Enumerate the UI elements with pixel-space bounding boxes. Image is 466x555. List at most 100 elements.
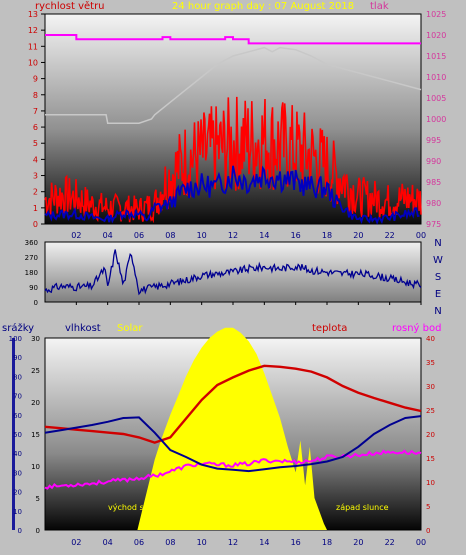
wind-y-tick-label: 13 — [28, 10, 38, 19]
dewpoint-line — [44, 449, 422, 490]
pressure-y-tick-label: 1025 — [426, 10, 446, 19]
compass-label: W — [433, 255, 443, 266]
temperature-x-tick-label: 12 — [228, 538, 238, 547]
direction-y-tick-label: 270 — [25, 254, 38, 262]
direction-y-tick-label: 360 — [25, 239, 38, 247]
humidity-label: vlhkost — [65, 323, 101, 334]
compass-label: N — [434, 306, 441, 317]
humidity-y-tick-label: 10 — [31, 463, 40, 471]
pressure-y-tick-label: 990 — [426, 157, 441, 166]
temperature-label: teplota — [312, 323, 347, 334]
wind-y-tick-label: 12 — [28, 26, 38, 35]
wind-x-tick-label: 10 — [197, 231, 207, 240]
humidity-y-tick-label: 20 — [31, 399, 40, 407]
wind-y-tick-label: 9 — [33, 75, 38, 84]
axis-ticks: 0123456789101112139759809859909951000100… — [9, 10, 447, 547]
temperature-y-tick-label: 5 — [426, 503, 430, 511]
wind-y-tick-label: 11 — [28, 42, 38, 51]
rain-y-tick-label: 60 — [13, 412, 22, 420]
rain-y-tick-label: 20 — [13, 489, 22, 497]
direction-y-tick-label: 90 — [29, 284, 38, 292]
wind-x-tick-label: 14 — [259, 231, 269, 240]
temperature-y-tick-label: 30 — [426, 383, 435, 391]
direction-y-tick-label: 180 — [25, 269, 38, 277]
pressure-y-tick-label: 985 — [426, 178, 441, 187]
pressure-y-tick-label: 980 — [426, 199, 441, 208]
temperature-y-tick-label: 15 — [426, 455, 435, 463]
pressure-y-tick-label: 1010 — [426, 73, 446, 82]
pressure-y-tick-label: 995 — [426, 136, 441, 145]
temperature-x-tick-label: 02 — [71, 538, 81, 547]
rain-y-tick-label: 50 — [13, 431, 22, 439]
compass-label: N — [434, 238, 441, 249]
wind-x-tick-label: 02 — [71, 231, 81, 240]
pressure-y-tick-label: 1020 — [426, 31, 446, 40]
pressure-y-tick-label: 1015 — [426, 52, 446, 61]
compass-label: E — [435, 289, 441, 300]
temperature-x-tick-label: 18 — [322, 538, 332, 547]
sunrise-annotation: východ s — [108, 503, 144, 512]
dewpoint-label: rosný bod — [392, 322, 441, 334]
rain-scale-bar — [12, 338, 15, 530]
wind-x-tick-label: 20 — [353, 231, 363, 240]
wind-y-tick-label: 1 — [33, 204, 38, 213]
humidity-y-tick-label: 30 — [31, 335, 40, 343]
wind-x-tick-label: 16 — [291, 231, 301, 240]
wind-direction-line — [44, 249, 422, 296]
humidity-line — [44, 415, 422, 473]
temperature-x-tick-label: 10 — [197, 538, 207, 547]
wind-x-tick-label: 06 — [134, 231, 144, 240]
temperature-x-tick-label: 06 — [134, 538, 144, 547]
pressure-trend-line — [45, 46, 422, 124]
chart-marks — [44, 34, 422, 530]
wind-x-tick-label: 12 — [228, 231, 238, 240]
pressure-line — [45, 34, 421, 45]
pressure-label: tlak — [370, 1, 389, 12]
temperature-y-tick-label: 40 — [426, 335, 435, 343]
rain-y-tick-label: 40 — [13, 450, 22, 458]
temperature-x-tick-label: 08 — [165, 538, 175, 547]
rain-y-tick-label: 30 — [13, 469, 22, 477]
wind-y-tick-label: 10 — [28, 58, 38, 67]
wind-average-line — [44, 165, 420, 225]
temperature-y-tick-label: 20 — [426, 431, 435, 439]
wind-x-tick-label: 08 — [165, 231, 175, 240]
temperature-y-tick-label: 0 — [426, 527, 430, 535]
graph-title: 24 hour graph day : 07 August 2018 — [172, 1, 354, 12]
solar-area — [137, 327, 327, 530]
temperature-x-tick-label: 22 — [385, 538, 395, 547]
wind-y-tick-label: 7 — [33, 107, 38, 116]
solar-label: Solar — [117, 323, 143, 334]
rain-y-tick-label: 70 — [13, 393, 22, 401]
humidity-y-tick-label: 5 — [36, 495, 40, 503]
temperature-x-tick-label: 00 — [416, 538, 426, 547]
wind-x-tick-label: 18 — [322, 231, 332, 240]
temperature-line — [44, 364, 422, 444]
temperature-x-tick-label: 04 — [103, 538, 113, 547]
wind-y-tick-label: 4 — [33, 155, 38, 164]
temperature-x-tick-label: 16 — [291, 538, 301, 547]
wind-x-tick-label: 04 — [103, 231, 113, 240]
rain-y-tick-label: 10 — [13, 508, 22, 516]
compass-label: S — [435, 272, 441, 283]
wind-y-tick-label: 5 — [33, 139, 38, 148]
humidity-y-tick-label: 25 — [31, 367, 40, 375]
pressure-y-tick-label: 1005 — [426, 94, 446, 103]
temperature-y-tick-label: 25 — [426, 407, 435, 415]
humidity-y-tick-label: 15 — [31, 431, 40, 439]
wind-y-tick-label: 6 — [33, 123, 38, 132]
wind-y-tick-label: 3 — [33, 172, 38, 181]
rain-y-tick-label: 80 — [13, 373, 22, 381]
wind-y-tick-label: 8 — [33, 91, 38, 100]
wind-y-tick-label: 2 — [33, 188, 38, 197]
temperature-x-tick-label: 20 — [353, 538, 363, 547]
temperature-x-tick-label: 14 — [259, 538, 269, 547]
wind-pressure-plot-area — [44, 13, 422, 225]
wind-speed-label: rychlost větru — [35, 0, 105, 12]
rain-y-tick-label: 0 — [18, 527, 22, 535]
pressure-y-tick-label: 975 — [426, 220, 441, 229]
rain-label: srážky — [2, 322, 34, 334]
sunset-annotation: západ slunce — [336, 503, 389, 512]
rain-y-tick-label: 90 — [13, 354, 22, 362]
